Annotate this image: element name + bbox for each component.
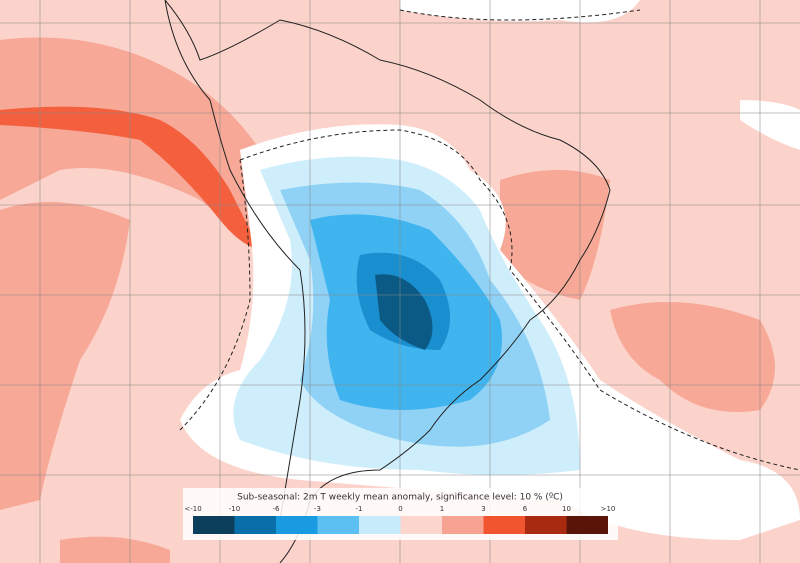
colorbar-label: -3: [314, 505, 321, 513]
colorbar-label: 1: [440, 505, 444, 513]
colorbar-segment: [359, 516, 401, 534]
colorbar-label: 10: [562, 505, 571, 513]
colorbar: [193, 516, 608, 534]
colorbar-label: >10: [601, 505, 616, 513]
colorbar-segment: [525, 516, 567, 534]
colorbar-segment: [276, 516, 318, 534]
colorbar-label: -6: [273, 505, 281, 513]
colorbar-label: -1: [356, 505, 363, 513]
colorbar-segment: [193, 516, 235, 534]
colorbar-segment: [400, 516, 442, 534]
significance-contour: [179, 9, 800, 471]
colorbar-label: <-10: [184, 505, 201, 513]
colorbar-label: 3: [481, 505, 485, 513]
colorbar-label: 0: [398, 505, 402, 513]
coastline: [164, 0, 611, 563]
cold-anomaly: [233, 156, 581, 475]
colorbar-segment: [234, 516, 276, 534]
legend: Sub-seasonal: 2m T weekly mean anomaly, …: [183, 488, 618, 540]
colorbar-label: -10: [229, 505, 240, 513]
colorbar-label: 6: [523, 505, 528, 513]
colorbar-segment: [317, 516, 359, 534]
colorbar-segment: [483, 516, 525, 534]
colorbar-segment: [442, 516, 484, 534]
legend-title: Sub-seasonal: 2m T weekly mean anomaly, …: [237, 493, 563, 503]
colorbar-labels: <-10 -10 -6 -3 -1 0 1 3 6 10 >10: [184, 505, 615, 513]
colorbar-segment: [566, 516, 608, 534]
